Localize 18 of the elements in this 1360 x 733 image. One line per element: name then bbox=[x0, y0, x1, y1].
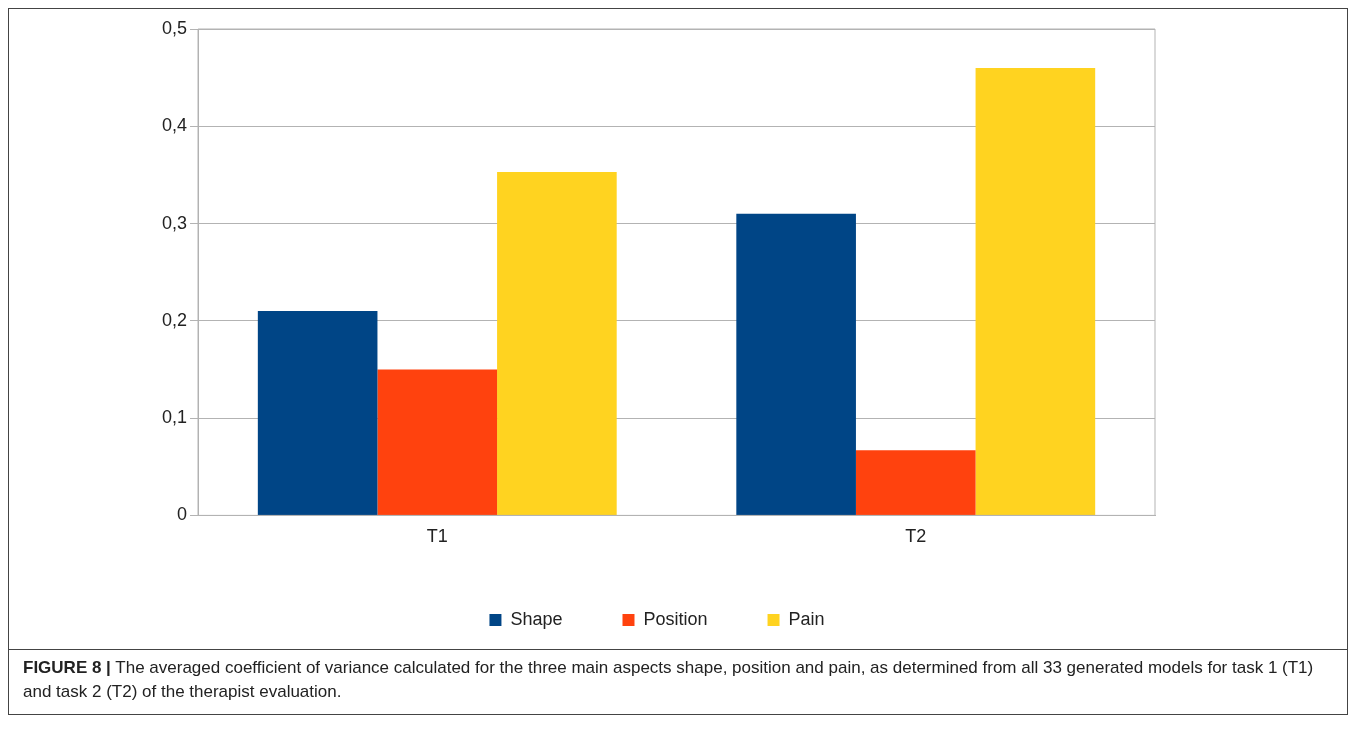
y-tick-label: 0,5 bbox=[161, 17, 188, 38]
y-tick-label: 0,4 bbox=[161, 115, 188, 136]
caption: FIGURE 8 | The averaged coefficient of variance calculated for the three main aspects shape, position and pain, as determined from all 33 generated models for task 1 (T1) and task 2 (T2) of the therapist evaluation. bbox=[23, 658, 1314, 701]
legend-label: Position bbox=[643, 608, 708, 629]
y-tick-label: 0,3 bbox=[161, 212, 188, 233]
x-tick-label: T2 bbox=[905, 526, 927, 547]
bar bbox=[257, 311, 378, 515]
y-tick-label: 0,1 bbox=[161, 407, 188, 428]
y-tick-label: 0,2 bbox=[161, 309, 188, 330]
bar bbox=[736, 213, 856, 515]
bar bbox=[855, 450, 976, 515]
bar bbox=[497, 172, 617, 515]
x-tick-label: T1 bbox=[426, 526, 448, 547]
legend-label: Pain bbox=[788, 608, 825, 629]
bar bbox=[975, 67, 1096, 515]
bar bbox=[377, 369, 498, 515]
y-tick-label: 0 bbox=[177, 504, 188, 525]
legend-label: Shape bbox=[510, 608, 563, 629]
